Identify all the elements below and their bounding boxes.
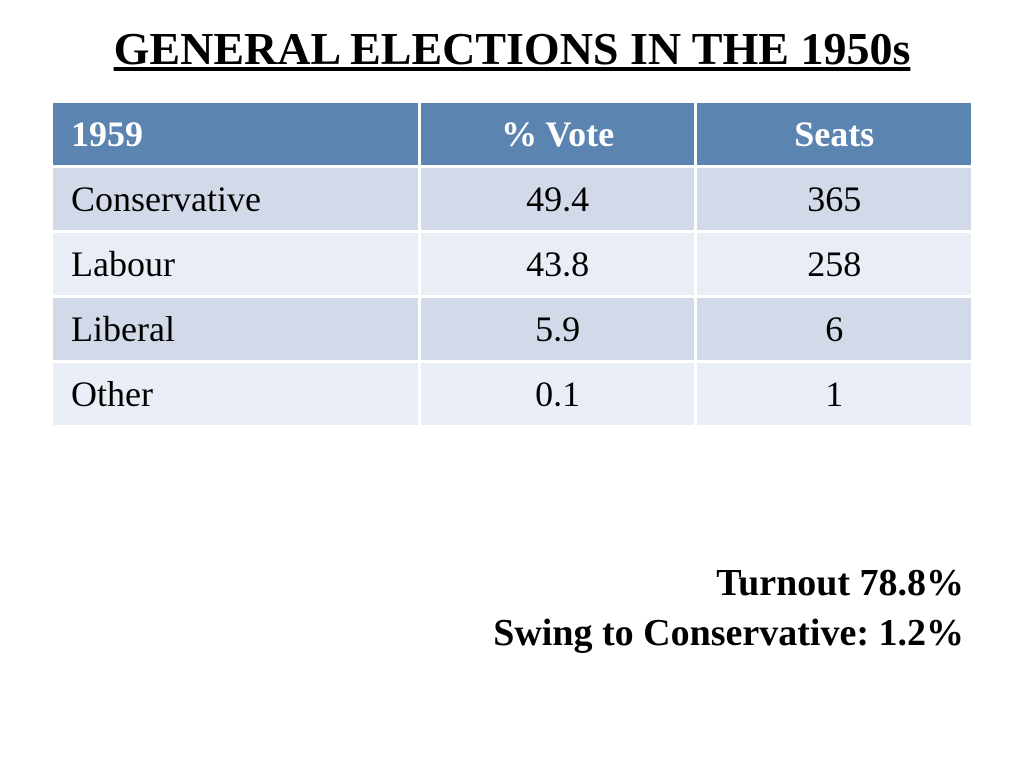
slide-title: GENERAL ELECTIONS IN THE 1950s: [50, 20, 974, 78]
slide: GENERAL ELECTIONS IN THE 1950s 1959 % Vo…: [0, 0, 1024, 768]
turnout-text: Turnout 78.8%: [493, 559, 964, 608]
footer-block: Turnout 78.8% Swing to Conservative: 1.2…: [493, 559, 964, 658]
vote-cell: 5.9: [421, 298, 695, 360]
table-row: Liberal 5.9 6: [53, 298, 971, 360]
seats-cell: 365: [697, 168, 971, 230]
vote-cell: 43.8: [421, 233, 695, 295]
seats-cell: 1: [697, 363, 971, 425]
party-cell: Labour: [53, 233, 418, 295]
table-header-row: 1959 % Vote Seats: [53, 103, 971, 165]
vote-cell: 49.4: [421, 168, 695, 230]
table-row: Other 0.1 1: [53, 363, 971, 425]
party-cell: Conservative: [53, 168, 418, 230]
table-header-vote: % Vote: [421, 103, 695, 165]
vote-cell: 0.1: [421, 363, 695, 425]
election-table: 1959 % Vote Seats Conservative 49.4 365 …: [50, 100, 974, 428]
table-row: Conservative 49.4 365: [53, 168, 971, 230]
seats-cell: 258: [697, 233, 971, 295]
party-cell: Other: [53, 363, 418, 425]
swing-text: Swing to Conservative: 1.2%: [493, 609, 964, 658]
table-header-year: 1959: [53, 103, 418, 165]
table-header-seats: Seats: [697, 103, 971, 165]
seats-cell: 6: [697, 298, 971, 360]
party-cell: Liberal: [53, 298, 418, 360]
table-row: Labour 43.8 258: [53, 233, 971, 295]
